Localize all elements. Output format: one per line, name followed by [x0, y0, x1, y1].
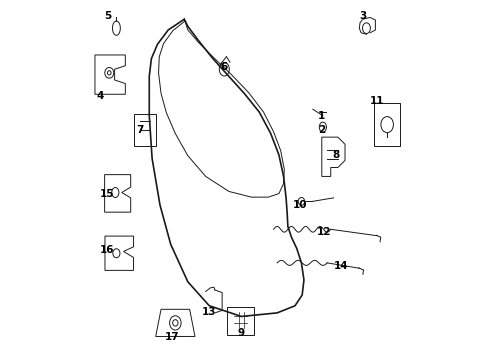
Text: 4: 4 — [97, 91, 104, 101]
Text: 16: 16 — [100, 245, 115, 255]
Text: 13: 13 — [202, 307, 217, 317]
Text: 17: 17 — [165, 332, 179, 342]
Text: 5: 5 — [104, 11, 111, 21]
Text: 15: 15 — [100, 189, 115, 199]
Text: 11: 11 — [370, 96, 385, 107]
Text: 7: 7 — [136, 125, 143, 135]
Text: 1: 1 — [318, 111, 325, 121]
Text: 2: 2 — [318, 125, 325, 135]
Text: 6: 6 — [220, 63, 227, 72]
Text: 8: 8 — [333, 150, 340, 160]
Text: 10: 10 — [293, 200, 308, 210]
Text: 9: 9 — [238, 328, 245, 338]
Text: 14: 14 — [334, 261, 349, 271]
Text: 3: 3 — [359, 12, 367, 21]
Text: 12: 12 — [317, 227, 331, 237]
